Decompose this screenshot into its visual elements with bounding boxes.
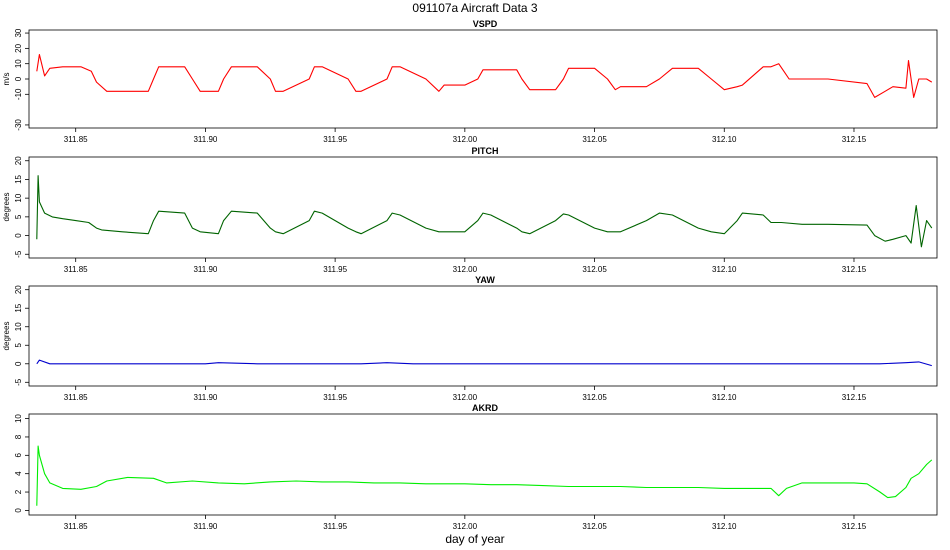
x-tick-label: 311.85 (64, 522, 88, 531)
y-tick-label: -5 (14, 378, 23, 386)
series-layer (36, 359, 932, 367)
series-line (36, 175, 933, 248)
y-tick-label: 30 (14, 28, 23, 37)
y-tick-label: 10 (14, 193, 23, 202)
axes: 311.85 311.90 311.95 312.00 312.05 312.10 312.… (14, 285, 867, 402)
panel-vspd: VSPD m/s 311.85 311.90 311.95 312.00 312.05 3… (2, 19, 938, 144)
y-tick-label: -30 (14, 119, 23, 131)
x-tick-label: 312.05 (582, 393, 607, 402)
y-tick-label: 10 (14, 322, 23, 331)
series-layer (36, 175, 933, 248)
x-tick-label: 312.00 (453, 393, 478, 402)
axes: 311.85 311.90 311.95 312.00 312.05 312.10 312.… (14, 414, 867, 531)
x-tick-label: 312.15 (842, 265, 867, 274)
y-tick-label: 0 (14, 361, 23, 366)
y-tick-label: 15 (14, 303, 23, 312)
x-axis-label: day of year (445, 532, 504, 546)
series-line (36, 359, 932, 367)
x-tick-label: 312.05 (582, 135, 607, 144)
x-tick-label: 311.95 (323, 522, 347, 531)
x-tick-label: 312.15 (842, 135, 867, 144)
series-layer (36, 445, 933, 506)
series-layer (36, 53, 933, 98)
series-line (36, 53, 933, 98)
series-line (36, 445, 933, 506)
x-tick-label: 311.85 (64, 265, 88, 274)
y-tick-label: 0 (14, 508, 23, 513)
y-tick-label: 6 (14, 453, 23, 458)
y-tick-label: 5 (14, 214, 23, 219)
x-tick-label: 312.15 (842, 522, 867, 531)
y-tick-label: 10 (14, 59, 23, 68)
panel-title: YAW (475, 275, 495, 285)
x-tick-label: 311.90 (193, 135, 217, 144)
x-tick-label: 311.85 (64, 393, 88, 402)
y-tick-label: 2 (14, 489, 23, 494)
x-tick-label: 311.95 (323, 135, 347, 144)
x-tick-label: 311.90 (193, 265, 217, 274)
x-tick-label: 312.15 (842, 393, 867, 402)
x-tick-label: 311.95 (323, 265, 347, 274)
x-tick-label: 311.90 (193, 393, 217, 402)
y-axis-label: degrees (2, 322, 11, 351)
panel-title: PITCH (472, 146, 499, 156)
y-tick-label: 10 (14, 414, 23, 423)
x-tick-label: 311.85 (64, 135, 88, 144)
y-tick-label: 15 (14, 174, 23, 183)
axes: 311.85 311.90 311.95 312.00 312.05 312.10 312.… (14, 28, 867, 144)
x-tick-label: 312.00 (453, 522, 478, 531)
x-tick-label: 312.00 (453, 265, 478, 274)
y-tick-label: 5 (14, 342, 23, 347)
x-tick-label: 312.10 (712, 265, 737, 274)
y-tick-label: 8 (14, 434, 23, 439)
y-tick-label: 20 (14, 156, 23, 165)
x-tick-label: 312.05 (582, 265, 607, 274)
figure-title: 091107a Aircraft Data 3 (412, 1, 538, 15)
y-tick-label: 20 (14, 43, 23, 52)
x-tick-label: 312.10 (712, 393, 737, 402)
plot-frame (28, 285, 938, 387)
panel-title: AKRD (472, 403, 498, 413)
axes: 311.85 311.90 311.95 312.00 312.05 312.10 312.… (14, 156, 867, 274)
x-tick-label: 312.10 (712, 135, 737, 144)
y-tick-label: 0 (14, 233, 23, 238)
y-tick-label: -5 (14, 250, 23, 258)
x-tick-label: 311.90 (193, 522, 217, 531)
x-tick-label: 311.95 (323, 393, 347, 402)
y-axis-label: m/s (2, 73, 11, 86)
panel-akrd: AKRD 311.85 311.90 311.95 312.00 312.05 312.1… (14, 403, 938, 531)
x-tick-label: 312.05 (582, 522, 607, 531)
panel-title: VSPD (473, 19, 498, 29)
y-tick-label: 20 (14, 285, 23, 294)
y-tick-label: 4 (14, 471, 23, 476)
plot-frame (28, 156, 938, 259)
x-tick-label: 312.10 (712, 522, 737, 531)
y-axis-label: degrees (2, 193, 11, 222)
panel-pitch: PITCH degrees 311.85 311.90 311.95 312.00 31… (2, 146, 938, 274)
plot-frame (28, 413, 938, 516)
y-tick-label: -10 (14, 88, 23, 100)
y-tick-label: 0 (14, 76, 23, 81)
panel-yaw: YAW degrees 311.85 311.90 311.95 312.00 312.… (2, 275, 938, 402)
x-tick-label: 312.00 (453, 135, 478, 144)
